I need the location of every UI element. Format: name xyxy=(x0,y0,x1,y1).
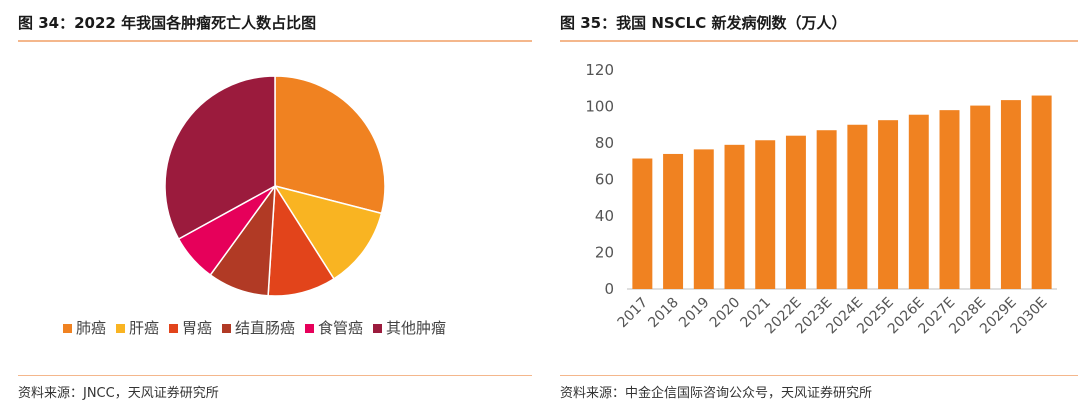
legend-swatch-3 xyxy=(222,324,231,333)
bar-chart-title: 图 35：我国 NSCLC 新发病例数（万人） xyxy=(560,14,847,32)
bar-chart: 020406080100120201720182019202020212022E… xyxy=(585,61,1057,337)
bottom-divider xyxy=(18,375,532,376)
legend-swatch-4 xyxy=(305,324,314,333)
bar-2025E xyxy=(878,120,899,289)
y-tick-label-6: 120 xyxy=(585,61,614,79)
y-tick-label-3: 60 xyxy=(595,171,614,189)
bar-2023E xyxy=(816,130,837,289)
legend-swatch-0 xyxy=(63,324,72,333)
legend-swatch-2 xyxy=(169,324,178,333)
legend-swatch-5 xyxy=(373,324,382,333)
legend-label-5: 其他肿瘤 xyxy=(386,319,446,337)
legend-label-2: 胃癌 xyxy=(182,319,212,337)
bar-2017 xyxy=(632,158,653,289)
left-panel: 图 34：2022 年我国各肿瘤死亡人数占比图 肺癌 肝癌 胃癌 结直肠癌 食管癌 其他肿… xyxy=(18,0,532,409)
right-panel: 图 35：我国 NSCLC 新发病例数（万人） 0 20 40 60 80 100 120 2… xyxy=(560,0,1078,409)
pie-chart-source: 资料来源：JNCC，天风证券研究所 xyxy=(18,386,219,401)
x-tick-label-2: 2019 xyxy=(676,295,713,332)
bar-2029E xyxy=(1000,100,1021,289)
bar-2019 xyxy=(693,149,714,289)
bottom-divider xyxy=(560,375,1078,376)
bar-2024E xyxy=(847,124,868,289)
pie-slice-1 xyxy=(273,184,383,280)
y-tick-label-2: 40 xyxy=(595,207,614,225)
bar-2018 xyxy=(663,153,684,289)
x-tick-label-1: 2018 xyxy=(645,295,682,332)
bar-2022E xyxy=(785,135,806,289)
bar-2030E xyxy=(1031,95,1052,289)
pie-slice-0 xyxy=(274,75,386,215)
legend-label-0: 肺癌 xyxy=(76,319,106,337)
y-tick-label-0: 0 xyxy=(604,280,614,298)
bar-2020 xyxy=(724,144,745,289)
pie-chart-title: 图 34：2022 年我国各肿瘤死亡人数占比图 xyxy=(18,14,317,32)
legend-label-4: 食管癌 xyxy=(318,319,363,337)
legend-swatch-1 xyxy=(116,324,125,333)
x-tick-label-3: 2020 xyxy=(707,295,744,332)
bar-2026E xyxy=(908,114,929,290)
top-divider xyxy=(560,40,1078,42)
y-tick-label-5: 100 xyxy=(585,98,614,116)
pie-slice-5 xyxy=(164,75,276,241)
top-divider xyxy=(18,40,532,42)
legend-label-3: 结直肠癌 xyxy=(235,319,295,337)
x-tick-label-0: 2017 xyxy=(615,295,652,332)
pie-chart: 肺癌 肝癌 胃癌 结直肠癌 食管癌 其他肿瘤 xyxy=(63,75,446,337)
y-tick-label-1: 20 xyxy=(595,244,614,262)
bar-chart-source: 资料来源：中金企信国际咨询公众号，天风证券研究所 xyxy=(560,386,873,401)
y-tick-label-4: 80 xyxy=(595,134,614,152)
bar-2028E xyxy=(970,105,991,290)
bar-2027E xyxy=(939,110,960,290)
bar-2021 xyxy=(755,140,776,289)
legend-label-1: 肝癌 xyxy=(129,319,159,337)
